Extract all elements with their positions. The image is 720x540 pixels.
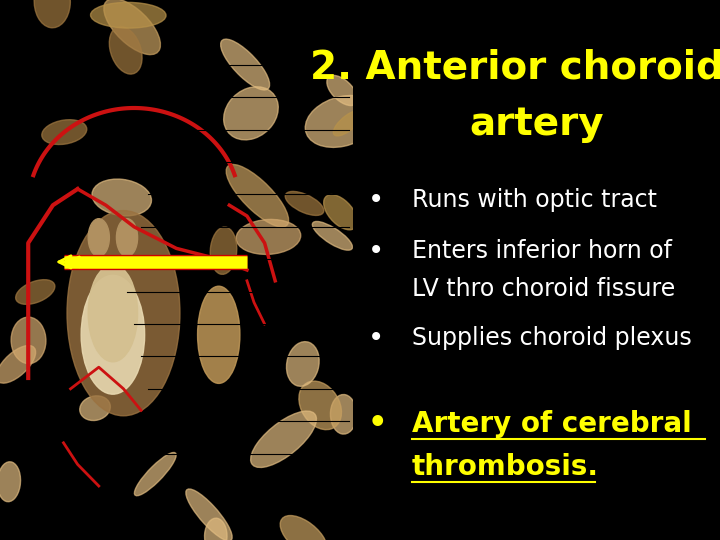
Ellipse shape	[299, 381, 341, 430]
Text: •: •	[367, 186, 384, 214]
Ellipse shape	[251, 411, 317, 468]
Text: LV thro choroid fissure: LV thro choroid fissure	[412, 277, 675, 301]
Ellipse shape	[89, 265, 138, 362]
Ellipse shape	[204, 518, 227, 540]
Text: Runs with optic tract: Runs with optic tract	[412, 188, 657, 212]
Ellipse shape	[80, 396, 110, 421]
Ellipse shape	[91, 2, 166, 28]
Ellipse shape	[81, 275, 145, 394]
Text: thrombosis.: thrombosis.	[412, 453, 598, 481]
Ellipse shape	[312, 221, 353, 250]
Ellipse shape	[333, 110, 363, 136]
Ellipse shape	[224, 87, 278, 140]
Text: artery: artery	[469, 105, 603, 143]
Ellipse shape	[324, 194, 357, 230]
Text: •: •	[367, 323, 384, 352]
Ellipse shape	[0, 346, 36, 383]
Ellipse shape	[135, 453, 176, 496]
Ellipse shape	[0, 462, 21, 502]
Text: 2. Anterior choroidal: 2. Anterior choroidal	[310, 49, 720, 86]
Ellipse shape	[285, 191, 324, 215]
Text: Enters inferior horn of: Enters inferior horn of	[412, 239, 672, 263]
Ellipse shape	[67, 211, 180, 416]
Ellipse shape	[330, 395, 356, 434]
Ellipse shape	[34, 0, 71, 28]
Ellipse shape	[220, 39, 269, 90]
Text: Artery of cerebral: Artery of cerebral	[412, 410, 691, 438]
Ellipse shape	[236, 219, 301, 254]
Ellipse shape	[305, 96, 379, 147]
Ellipse shape	[197, 286, 240, 383]
Ellipse shape	[327, 76, 358, 105]
Ellipse shape	[104, 0, 161, 55]
Ellipse shape	[11, 317, 46, 363]
Ellipse shape	[117, 219, 138, 256]
Ellipse shape	[89, 219, 109, 256]
Text: •: •	[367, 237, 384, 265]
Ellipse shape	[280, 516, 327, 540]
Ellipse shape	[186, 489, 232, 540]
Ellipse shape	[287, 342, 319, 386]
Ellipse shape	[92, 179, 151, 216]
Ellipse shape	[16, 280, 55, 305]
Text: Supplies choroid plexus: Supplies choroid plexus	[412, 326, 691, 349]
Text: •: •	[367, 409, 387, 438]
Ellipse shape	[42, 120, 87, 145]
Ellipse shape	[109, 26, 142, 74]
Ellipse shape	[226, 165, 289, 227]
Ellipse shape	[210, 227, 237, 274]
